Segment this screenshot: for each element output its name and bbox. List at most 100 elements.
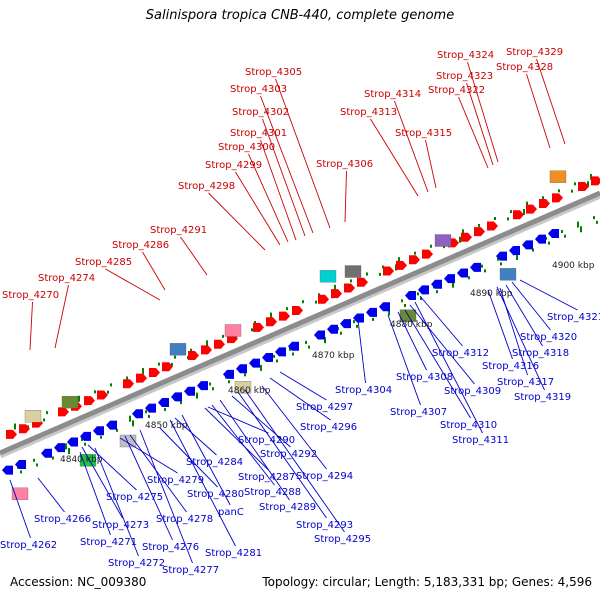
tick-mark (20, 470, 22, 474)
leader-line (180, 236, 208, 276)
reverse-gene-arrow (145, 403, 156, 413)
tick-mark (510, 210, 512, 214)
gene-label: Strop_4292 (260, 449, 317, 460)
reverse-gene-arrow (509, 245, 520, 255)
gene-label: Strop_4293 (296, 520, 353, 531)
gene-label: Strop_4315 (395, 128, 452, 139)
leader-line (237, 391, 327, 519)
leader-line (248, 153, 289, 243)
tick-mark (388, 309, 390, 316)
gene-label: Strop_4301 (230, 128, 287, 139)
forward-gene-arrow (487, 221, 498, 231)
reverse-gene-arrow (93, 426, 104, 436)
leader-line (269, 377, 331, 421)
gene-label: Strop_4314 (364, 89, 421, 100)
gene-label: Strop_4323 (436, 71, 493, 82)
forward-gene-arrow (292, 305, 303, 315)
tick-mark (158, 362, 160, 366)
gene-label: Strop_4296 (300, 422, 357, 433)
gene-label: Strop_4290 (238, 435, 295, 446)
leader-line (81, 446, 123, 519)
gene-label: Strop_4278 (156, 514, 213, 525)
tick-mark (417, 292, 419, 296)
reverse-gene-arrow (158, 398, 169, 408)
tick-mark (379, 272, 381, 276)
tick-mark (94, 390, 96, 394)
gene-label: Strop_4288 (244, 487, 301, 498)
gene-label: Strop_4276 (142, 542, 199, 553)
tick-mark (107, 390, 109, 394)
reverse-gene-arrow (132, 409, 143, 419)
feature-box (499, 268, 517, 281)
tick-mark (190, 348, 192, 352)
leader-line (397, 311, 427, 371)
gene-label: Strop_4300 (218, 142, 275, 153)
scale-tick-label: 4870 kbp (312, 351, 355, 361)
forward-gene-arrow (253, 322, 264, 332)
tick-mark (420, 297, 422, 301)
forward-gene-arrow (396, 260, 407, 270)
leader-line (9, 479, 31, 539)
leader-line (260, 95, 314, 234)
reverse-gene-labels: Strop_4262 Strop_4266 Strop_4271 Strop_4272… (0, 279, 600, 576)
tick-mark (587, 181, 589, 188)
gene-label: Strop_4291 (150, 225, 207, 236)
feature-box (24, 410, 42, 423)
tick-mark (251, 328, 253, 332)
feature-box (11, 487, 29, 500)
feature-box (549, 170, 567, 183)
forward-gene-arrow (344, 283, 355, 293)
forward-gene-arrow (188, 351, 199, 361)
leader-line (414, 301, 483, 434)
forward-gene-arrow (123, 379, 134, 389)
tick-mark (180, 401, 182, 405)
tick-mark (148, 414, 150, 418)
tick-mark (340, 331, 342, 335)
reverse-gene-arrow (184, 386, 195, 396)
leader-line (519, 279, 578, 311)
reverse-gene-arrow (535, 234, 546, 244)
gene-label: Strop_4297 (296, 402, 353, 413)
reverse-gene-arrow (379, 302, 390, 312)
reverse-gene-arrow (418, 285, 429, 295)
tick-mark (507, 217, 509, 221)
tick-mark (260, 364, 262, 371)
tick-mark (516, 253, 518, 260)
gene-label: Strop_4302 (232, 107, 289, 118)
leader-line (387, 314, 421, 406)
tick-mark (276, 359, 278, 363)
forward-gene-arrow (409, 255, 420, 265)
figure-title: Salinispora tropica CNB-440, complete ge… (145, 8, 455, 23)
gene-label: Strop_4299 (205, 160, 262, 171)
forward-gene-arrow (162, 362, 173, 372)
gene-label: Strop_4289 (259, 502, 316, 513)
gene-label: Strop_4309 (444, 386, 501, 397)
tick-mark (577, 221, 579, 228)
tick-mark (84, 442, 86, 446)
tick-mark (574, 182, 576, 186)
leader-line (404, 309, 471, 419)
gene-label: Strop_4310 (440, 420, 497, 431)
leader-line (262, 118, 306, 237)
tick-mark (164, 408, 166, 412)
tick-mark (548, 241, 550, 245)
forward-gene-arrow (383, 266, 394, 276)
tick-mark (273, 354, 275, 358)
reverse-gene-arrow (2, 465, 13, 475)
tick-marks (11, 173, 598, 474)
reverse-gene-arrow (340, 319, 351, 329)
scale-tick-label: 4860 kbp (228, 386, 271, 396)
tick-mark (145, 410, 147, 414)
forward-gene-arrow (422, 249, 433, 259)
tick-mark (350, 279, 352, 283)
feature-box (434, 234, 452, 247)
leader-line (394, 100, 429, 193)
leader-line (505, 284, 543, 347)
accession-label: Accession: NC_009380 (10, 575, 147, 589)
reverse-gene-arrow (54, 443, 65, 453)
leader-line (94, 447, 139, 557)
feature-box (61, 395, 79, 409)
forward-gene-arrow (318, 294, 329, 304)
tick-mark (324, 337, 326, 344)
forward-gene-arrow (331, 289, 342, 299)
